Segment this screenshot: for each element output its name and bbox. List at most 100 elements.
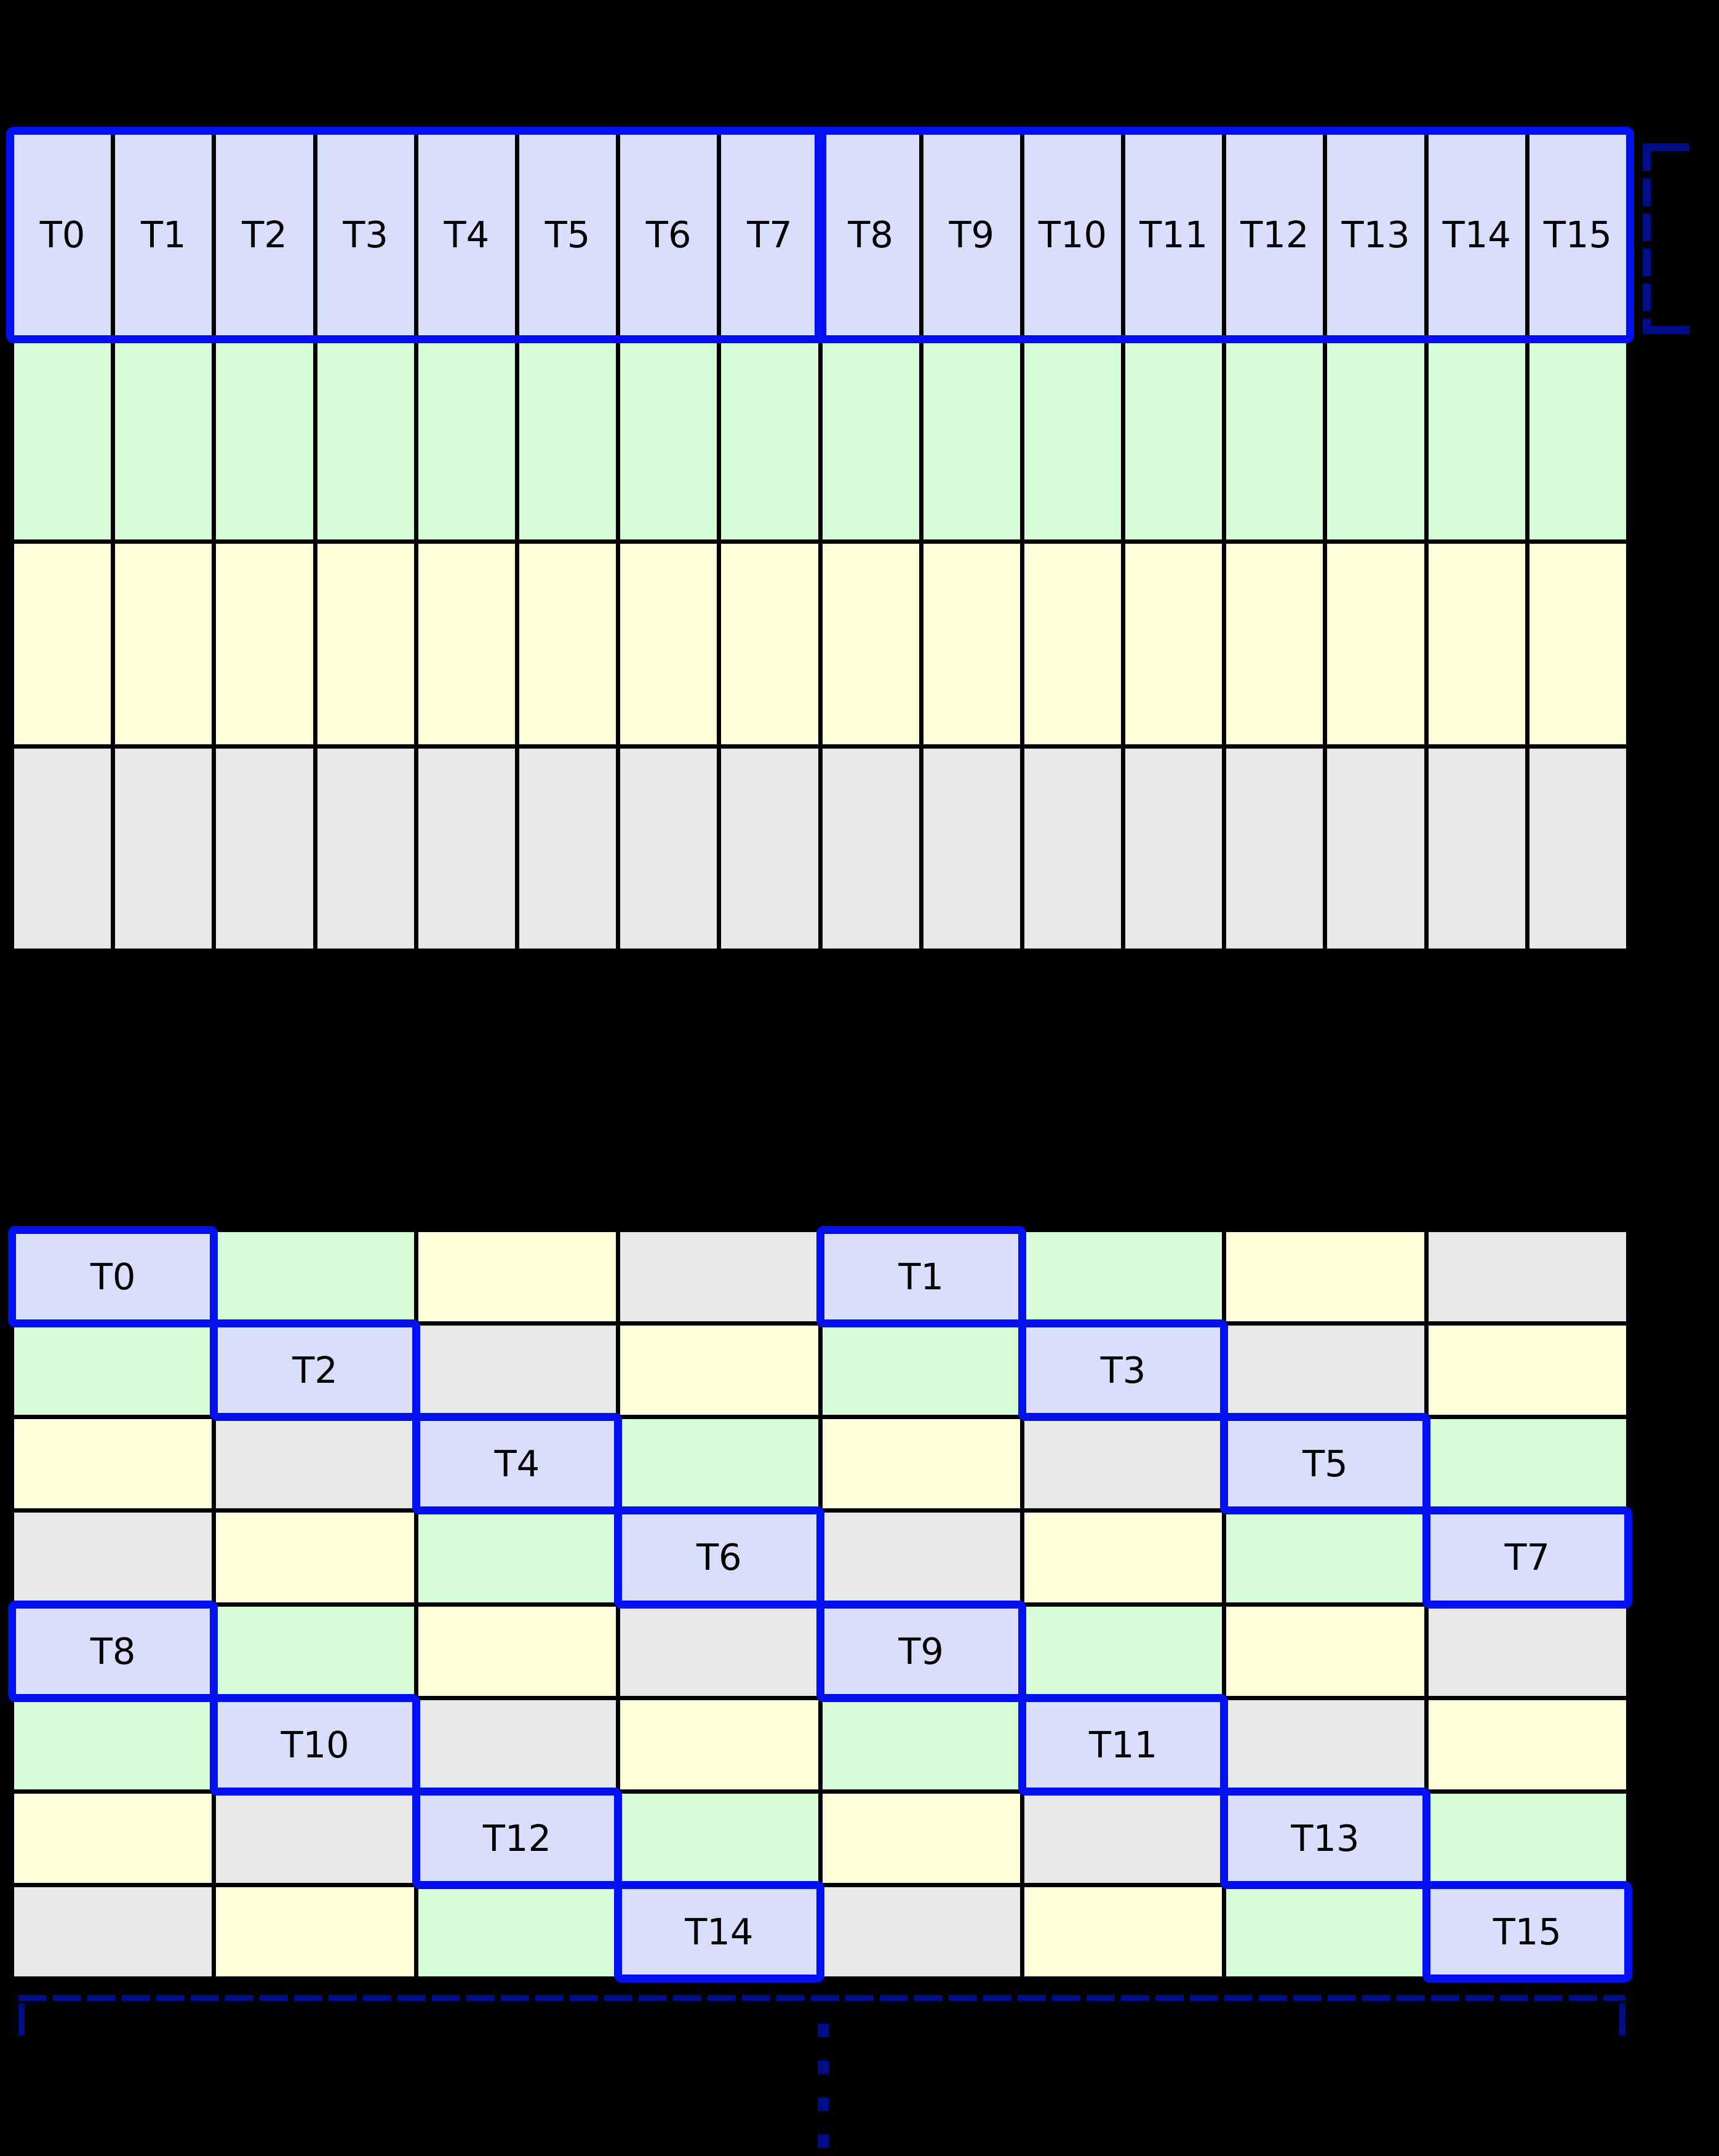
top-grid-cell <box>1529 339 1626 539</box>
bottom-grid-cell <box>418 1326 616 1415</box>
diagonal-thread-grid: T0 T1 T2 T3 T4 T5 T6 T7 T8 T9 T10 T11 T12 T13 T14 T15 <box>7 1225 1633 1983</box>
top-grid-cell <box>216 339 313 539</box>
top-grid-cell <box>1125 544 1222 744</box>
thread-label: T8 <box>848 213 893 257</box>
thread-label: T14 <box>685 1910 754 1953</box>
top-grid-cell <box>115 544 212 744</box>
thread-label: T9 <box>949 213 995 257</box>
top-grid-cell <box>822 544 919 744</box>
bottom-grid-thread-T0: T0 <box>7 1225 218 1328</box>
bottom-grid-cell <box>1024 1513 1222 1602</box>
bottom-grid-cell <box>822 1513 1020 1602</box>
bracket-tick-right <box>1619 2003 1625 2035</box>
top-grid-cell <box>620 748 717 949</box>
bottom-grid-cell <box>418 1887 616 1976</box>
bottom-grid-cell <box>1428 1700 1626 1789</box>
thread-label: T7 <box>747 213 792 257</box>
top-grid-thread-T12: T12 <box>1226 135 1323 335</box>
thread-label: T15 <box>1543 213 1612 257</box>
top-grid-cell <box>822 748 919 949</box>
top-grid-cell <box>1226 544 1323 744</box>
thread-label: T3 <box>1100 1349 1146 1392</box>
bottom-grid-cell <box>14 1700 212 1789</box>
top-grid-cell <box>721 339 818 539</box>
bottom-grid-cell <box>1428 1232 1626 1322</box>
bottom-grid-cell <box>1226 1700 1424 1789</box>
top-grid-cell <box>1327 339 1424 539</box>
top-grid-cell <box>14 544 111 744</box>
bottom-grid-cell <box>216 1887 414 1976</box>
thread-label: T7 <box>1504 1536 1550 1579</box>
top-grid-cell <box>14 339 111 539</box>
thread-label: T4 <box>444 213 490 257</box>
top-grid-cell <box>317 748 414 949</box>
top-grid-cell <box>519 748 616 949</box>
bottom-grid-cell <box>620 1419 818 1509</box>
top-grid-cell <box>317 544 414 744</box>
bracket-tick-left <box>18 2003 25 2035</box>
top-grid-thread-T10: T10 <box>1024 135 1122 335</box>
thread-label: T14 <box>1442 213 1511 257</box>
top-grid-cell <box>115 748 212 949</box>
thread-label: T11 <box>1089 1723 1158 1766</box>
bottom-grid-cell <box>216 1606 414 1696</box>
thread-label: T1 <box>898 1255 944 1299</box>
bracket-dashed-line <box>18 1995 1625 2001</box>
warp-group-outline-right <box>815 127 1634 343</box>
top-grid-cell <box>1529 748 1626 949</box>
bottom-grid-cell <box>822 1887 1020 1976</box>
bottom-grid-cell <box>418 1513 616 1602</box>
bottom-grid-cell <box>1428 1793 1626 1883</box>
top-grid-cell <box>923 339 1020 539</box>
bottom-grid-thread-T3: T3 <box>1018 1319 1229 1422</box>
thread-label: T11 <box>1139 213 1208 257</box>
thread-label: T6 <box>696 1536 742 1579</box>
bottom-grid-cell <box>822 1419 1020 1509</box>
top-grid-cell <box>1428 748 1525 949</box>
bottom-grid-cell <box>1226 1513 1424 1602</box>
thread-label: T6 <box>645 213 692 257</box>
bottom-grid-cell <box>1226 1326 1424 1415</box>
top-grid-thread-T14: T14 <box>1428 135 1525 335</box>
thread-label: T2 <box>242 213 287 257</box>
top-grid-thread-T4: T4 <box>418 135 515 335</box>
top-grid-cell <box>1226 339 1323 539</box>
grid-width-bracket <box>18 1995 1625 2038</box>
bottom-grid-thread-T8: T8 <box>7 1600 218 1702</box>
top-grid-cell <box>1428 339 1525 539</box>
top-grid-cell <box>216 544 313 744</box>
top-grid-thread-T11: T11 <box>1125 135 1222 335</box>
bottom-grid-cell <box>14 1513 212 1602</box>
top-grid-cell <box>14 748 111 949</box>
thread-label: T15 <box>1493 1910 1561 1953</box>
top-grid-cell <box>1024 339 1122 539</box>
bottom-grid-thread-T11: T11 <box>1018 1693 1229 1796</box>
top-grid-cell <box>1327 544 1424 744</box>
top-grid-thread-T8: T8 <box>822 135 919 335</box>
bracket-tick-top <box>1643 143 1689 151</box>
thread-label: T10 <box>281 1723 349 1766</box>
top-grid-cell <box>1125 339 1222 539</box>
top-grid-cell <box>115 339 212 539</box>
bottom-grid-cell <box>1226 1887 1424 1976</box>
bottom-grid-cell <box>822 1700 1020 1789</box>
top-grid-cell <box>418 748 515 949</box>
bottom-grid-cell <box>1024 1419 1222 1509</box>
top-grid-cell <box>620 544 717 744</box>
top-grid-cell <box>721 544 818 744</box>
bottom-grid-thread-T9: T9 <box>816 1600 1027 1702</box>
bottom-grid-cell <box>1024 1887 1222 1976</box>
thread-label: T3 <box>343 213 388 257</box>
thread-label: T12 <box>482 1816 551 1860</box>
top-grid-thread-T9: T9 <box>923 135 1020 335</box>
bottom-grid-thread-T10: T10 <box>210 1693 421 1796</box>
bottom-grid-cell <box>1024 1232 1222 1322</box>
top-grid-cell <box>1125 748 1222 949</box>
bottom-grid-cell <box>418 1700 616 1789</box>
bottom-grid-cell <box>14 1793 212 1883</box>
thread-label: T10 <box>1038 213 1107 257</box>
thread-label: T0 <box>90 1255 136 1299</box>
top-grid-thread-T5: T5 <box>519 135 616 335</box>
bottom-grid-cell <box>620 1232 818 1322</box>
